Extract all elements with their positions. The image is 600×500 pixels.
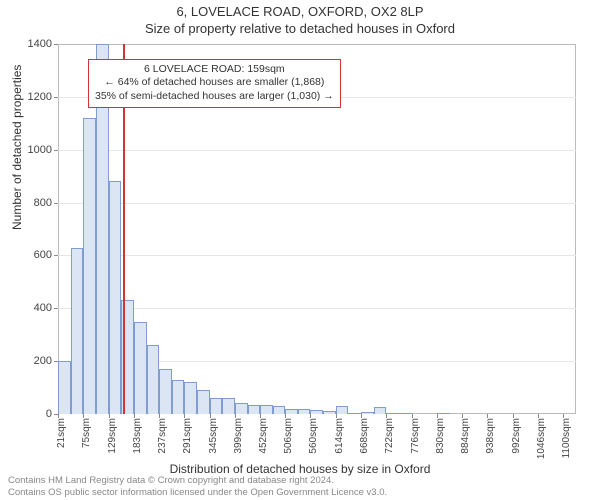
histogram-bar	[336, 406, 349, 414]
histogram-bar	[159, 369, 172, 414]
footer-line-1: Contains HM Land Registry data © Crown c…	[8, 475, 334, 486]
callout-line: 6 LOVELACE ROAD: 159sqm	[95, 63, 334, 77]
histogram-bar	[285, 409, 298, 414]
histogram-bar	[197, 390, 210, 414]
histogram-bar	[147, 345, 160, 414]
histogram-bar	[235, 403, 248, 414]
histogram-bar	[210, 398, 223, 414]
histogram-bar	[184, 382, 197, 414]
x-tick-label: 345sqm	[208, 418, 219, 454]
x-tick-label: 938sqm	[485, 418, 496, 454]
x-tick-label: 75sqm	[81, 418, 92, 448]
histogram-bar	[83, 118, 96, 414]
page-subtitle: Size of property relative to detached ho…	[0, 21, 600, 36]
x-tick-label: 1100sqm	[561, 418, 572, 458]
x-tick-label: 830sqm	[435, 418, 446, 454]
y-tick-label: 400	[34, 302, 52, 314]
page-title-address: 6, LOVELACE ROAD, OXFORD, OX2 8LP	[0, 4, 600, 19]
x-tick-label: 506sqm	[283, 418, 294, 454]
histogram-bar	[222, 398, 235, 414]
x-tick-label: 21sqm	[56, 418, 67, 448]
y-tick-label: 800	[34, 197, 52, 209]
histogram-bar	[298, 409, 311, 414]
callout-box: 6 LOVELACE ROAD: 159sqm← 64% of detached…	[88, 59, 341, 108]
histogram-bar	[260, 405, 273, 414]
y-tick-label: 600	[34, 249, 52, 261]
y-tick-label: 200	[34, 355, 52, 367]
histogram-bar	[348, 413, 361, 414]
histogram-bar	[323, 411, 336, 414]
x-tick-label: 722sqm	[384, 418, 395, 454]
x-axis-label: Distribution of detached houses by size …	[0, 462, 600, 476]
callout-line: ← 64% of detached houses are smaller (1,…	[95, 76, 334, 90]
histogram-bar	[58, 361, 71, 414]
histogram-bar	[386, 413, 399, 414]
histogram-bar	[273, 406, 286, 414]
x-tick-label: 776sqm	[410, 418, 421, 454]
histogram-bar	[399, 413, 412, 414]
histogram-bar	[437, 413, 450, 414]
y-tick-label: 0	[46, 408, 52, 420]
x-tick-label: 129sqm	[107, 418, 118, 454]
x-tick-label: 399sqm	[233, 418, 244, 454]
x-tick-label: 884sqm	[460, 418, 471, 454]
y-tick-label: 1200	[28, 91, 52, 103]
y-tick-label: 1400	[28, 38, 52, 50]
x-tick-label: 237sqm	[157, 418, 168, 454]
x-tick-label: 452sqm	[258, 418, 269, 454]
callout-line: 35% of semi-detached houses are larger (…	[95, 90, 334, 104]
histogram-bar	[361, 412, 374, 414]
histogram-plot: 020040060080010001200140021sqm75sqm129sq…	[58, 44, 576, 414]
histogram-bar	[172, 380, 185, 414]
y-axis-label: Number of detached properties	[10, 65, 24, 230]
histogram-bar	[374, 407, 387, 414]
y-tick-label: 1000	[28, 144, 52, 156]
histogram-bar	[109, 181, 122, 414]
histogram-bar	[134, 322, 147, 415]
footer-line-2: Contains OS public sector information li…	[8, 487, 387, 498]
x-tick-label: 1046sqm	[536, 418, 547, 459]
x-tick-label: 668sqm	[359, 418, 370, 454]
histogram-bar	[71, 248, 84, 415]
x-tick-label: 560sqm	[308, 418, 319, 454]
histogram-bar	[248, 405, 261, 414]
x-tick-label: 291sqm	[182, 418, 193, 454]
x-tick-label: 992sqm	[511, 418, 522, 454]
attribution-footer: Contains HM Land Registry data © Crown c…	[8, 475, 592, 498]
histogram-bar	[310, 410, 323, 414]
x-tick-label: 614sqm	[334, 418, 345, 454]
x-tick-label: 183sqm	[132, 418, 143, 454]
